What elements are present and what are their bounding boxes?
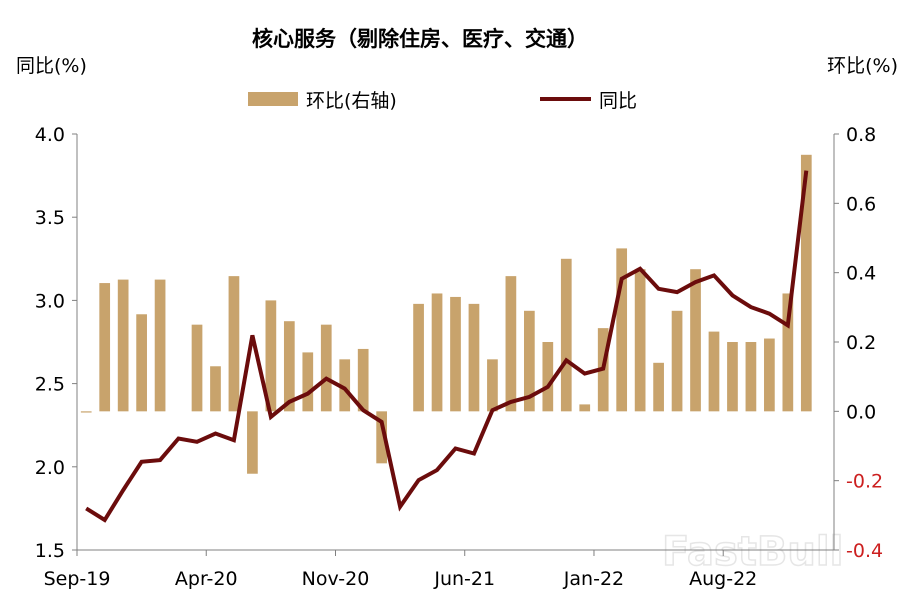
left-tick-label: 3.5: [35, 207, 65, 229]
bar: [505, 276, 517, 412]
bar: [782, 293, 794, 412]
bar: [136, 314, 147, 412]
chart-title: 核心服务（剔除住房、医疗、交通）: [252, 27, 588, 51]
legend-bar-label: 环比(右轴): [306, 90, 397, 112]
legend: 环比(右轴) 同比: [248, 90, 637, 112]
bar: [210, 366, 221, 412]
x-tick-label: Apr-20: [175, 568, 238, 590]
x-tick-label: Aug-22: [689, 568, 757, 590]
x-tick-label: Sep-19: [44, 568, 111, 590]
bar: [228, 276, 240, 412]
plot-area: 1.5 2.0 2.5 3.0 3.5 4.0 -0.4 -0.2 0.0 0.2 0.4 0.6 0.…: [35, 124, 883, 590]
bar: [708, 331, 720, 412]
bar: [579, 404, 591, 412]
left-tick-label: 4.0: [35, 124, 65, 146]
bar: [339, 359, 351, 412]
bar: [320, 324, 332, 412]
right-tick-label: 0.2: [846, 332, 876, 354]
bar: [117, 279, 129, 412]
bar: [468, 303, 480, 412]
right-tick-label: -0.4: [846, 540, 883, 562]
right-tick-label: 0.0: [846, 401, 876, 423]
watermark: FastBull: [662, 529, 843, 575]
x-tick-label: Nov-20: [302, 568, 370, 590]
left-tick-label: 1.5: [35, 540, 65, 562]
bar: [265, 300, 277, 412]
right-tick-label: -0.2: [846, 471, 883, 493]
left-tick-label: 2.0: [35, 457, 65, 479]
bar: [690, 269, 701, 412]
bar: [542, 342, 554, 412]
bar: [99, 283, 111, 412]
right-axis-label: 环比(%): [827, 55, 898, 77]
bar: [487, 359, 498, 412]
bar: [191, 324, 203, 412]
right-tick-label: 0.4: [846, 263, 876, 285]
left-axis-label: 同比(%): [16, 55, 87, 77]
bar: [450, 296, 461, 412]
x-tick-label: Jan-22: [563, 568, 624, 590]
bar: [357, 348, 369, 412]
x-tick-label: Jun-21: [433, 568, 495, 590]
legend-line-label: 同比: [599, 90, 637, 112]
right-tick-label: 0.8: [846, 124, 876, 146]
bar: [616, 248, 628, 412]
yoy-line: [85, 170, 809, 523]
bar: [302, 352, 314, 412]
legend-bar-swatch: [248, 92, 298, 106]
bar: [727, 342, 738, 412]
bar: [560, 258, 572, 412]
bar: [634, 269, 646, 412]
bar: [745, 342, 757, 412]
bar: [283, 321, 295, 412]
bar: [671, 310, 683, 412]
left-tick-label: 3.0: [35, 290, 65, 312]
right-tick-label: 0.6: [846, 193, 876, 215]
bar: [376, 411, 388, 464]
bar: [413, 303, 424, 412]
bar: [653, 362, 664, 412]
bar: [800, 154, 812, 412]
bar: [80, 411, 92, 413]
bar: [247, 411, 258, 474]
bar: [431, 293, 443, 412]
left-tick-label: 2.5: [35, 374, 65, 396]
bar: [154, 279, 166, 412]
bar: [764, 338, 775, 412]
bar: [523, 310, 535, 412]
